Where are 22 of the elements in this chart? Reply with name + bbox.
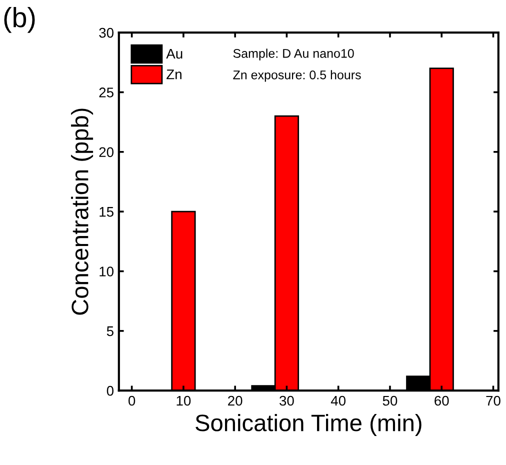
y-tick-label: 5 [106,326,114,336]
x-tick-label: 20 [228,396,242,406]
text: (b) [4,6,35,33]
x-tick-label: 0 [128,396,136,406]
y-tick-label: 10 [100,266,114,276]
y-tick-label: 20 [99,147,114,158]
x-tick-label: 60 [434,396,449,406]
legend-label: Au [166,48,182,59]
x-axis-title: Sonication Time (min) [196,414,422,436]
y-tick-label: 15 [100,207,114,217]
x-tick-label: 10 [176,396,191,406]
y-axis-title: Concentration (ppb) [71,108,94,315]
x-tick-label: 50 [382,396,398,406]
x-tick-label: 30 [280,396,294,406]
annotation: Sample: D Au nano10 [233,48,354,60]
annotation: Zn exposure: 0.5 hours [233,70,361,82]
y-tick-label: 30 [99,28,114,38]
legend-label: Zn [166,70,182,80]
x-tick-label: 70 [486,396,500,406]
y-tick-label: 25 [99,88,114,98]
x-tick-label: 40 [330,396,346,406]
y-tick-label: 0 [106,386,114,396]
